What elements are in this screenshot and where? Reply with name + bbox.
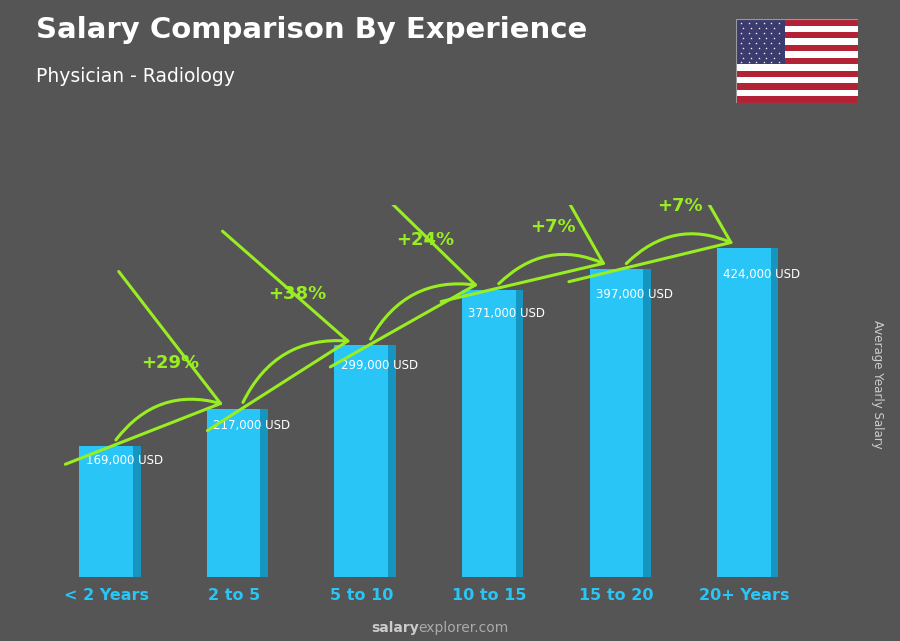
Text: 397,000 USD: 397,000 USD xyxy=(596,288,673,301)
FancyArrowPatch shape xyxy=(441,119,603,301)
Text: salary: salary xyxy=(371,620,418,635)
Bar xyxy=(736,32,858,38)
Bar xyxy=(736,51,858,58)
Text: Salary Comparison By Experience: Salary Comparison By Experience xyxy=(36,16,587,44)
Bar xyxy=(736,19,785,64)
Bar xyxy=(736,58,858,64)
Bar xyxy=(736,90,858,96)
Bar xyxy=(736,64,858,71)
FancyArrowPatch shape xyxy=(569,98,731,281)
Text: Average Yearly Salary: Average Yearly Salary xyxy=(871,320,884,449)
Polygon shape xyxy=(717,249,770,577)
Polygon shape xyxy=(260,409,268,577)
Text: +7%: +7% xyxy=(657,197,703,215)
Bar xyxy=(736,83,858,90)
Text: explorer.com: explorer.com xyxy=(418,620,508,635)
Polygon shape xyxy=(516,290,523,577)
Bar xyxy=(736,96,858,103)
FancyArrowPatch shape xyxy=(207,231,348,431)
Polygon shape xyxy=(207,409,260,577)
Text: 217,000 USD: 217,000 USD xyxy=(213,419,291,432)
Text: Physician - Radiology: Physician - Radiology xyxy=(36,67,235,87)
Polygon shape xyxy=(133,446,140,577)
Polygon shape xyxy=(644,269,651,577)
Polygon shape xyxy=(770,249,778,577)
Text: +24%: +24% xyxy=(396,231,454,249)
Bar xyxy=(736,77,858,83)
Text: +29%: +29% xyxy=(141,354,199,372)
Text: +38%: +38% xyxy=(268,285,327,303)
Text: 169,000 USD: 169,000 USD xyxy=(86,454,163,467)
Bar xyxy=(736,19,858,26)
Polygon shape xyxy=(462,290,516,577)
Bar xyxy=(736,26,858,32)
Polygon shape xyxy=(79,446,133,577)
Text: 371,000 USD: 371,000 USD xyxy=(468,307,545,320)
Bar xyxy=(736,38,858,45)
Text: 299,000 USD: 299,000 USD xyxy=(341,359,418,372)
FancyArrowPatch shape xyxy=(66,272,220,464)
Bar xyxy=(736,45,858,51)
FancyArrowPatch shape xyxy=(330,169,475,367)
Polygon shape xyxy=(335,345,388,577)
Text: 424,000 USD: 424,000 USD xyxy=(724,268,800,281)
Bar xyxy=(736,71,858,77)
Polygon shape xyxy=(388,345,396,577)
Text: +7%: +7% xyxy=(530,218,575,236)
Polygon shape xyxy=(590,269,644,577)
